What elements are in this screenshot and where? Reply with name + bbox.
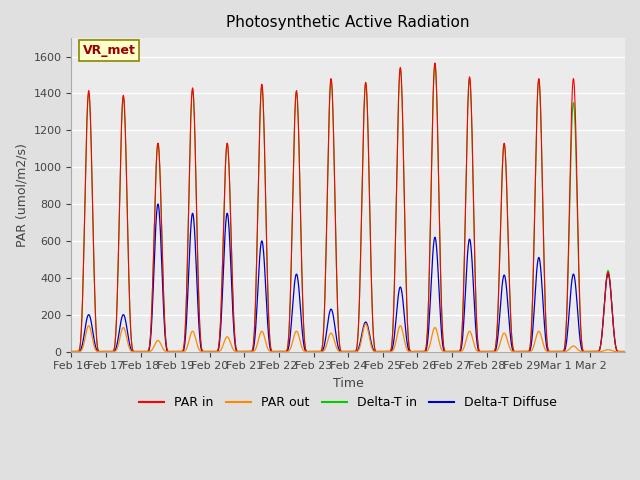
Legend: PAR in, PAR out, Delta-T in, Delta-T Diffuse: PAR in, PAR out, Delta-T in, Delta-T Dif… bbox=[134, 391, 563, 414]
Y-axis label: PAR (umol/m2/s): PAR (umol/m2/s) bbox=[15, 143, 28, 247]
Title: Photosynthetic Active Radiation: Photosynthetic Active Radiation bbox=[227, 15, 470, 30]
X-axis label: Time: Time bbox=[333, 377, 364, 390]
Text: VR_met: VR_met bbox=[83, 44, 135, 57]
